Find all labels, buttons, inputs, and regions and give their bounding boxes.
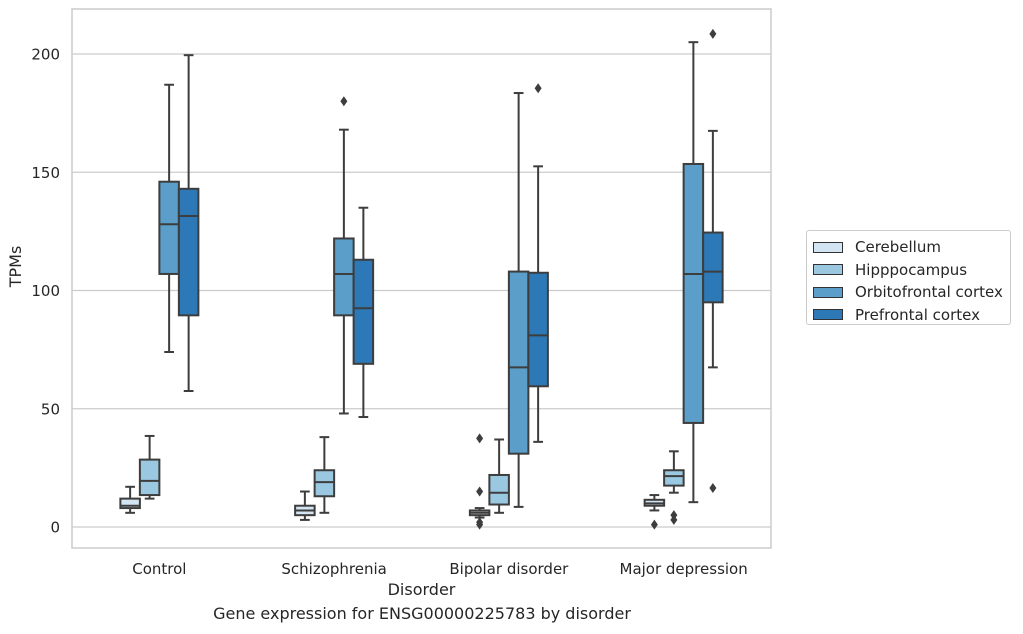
box-layer [119,28,724,530]
box-orbitofrontal-cortex [507,92,530,508]
box-iqr [488,473,510,506]
y-tick-label: 200 [31,46,60,64]
legend-swatch [813,286,843,298]
box-hipppocampus [313,436,336,514]
outlier-point [340,96,348,107]
box-iqr [507,270,530,455]
plot-area [71,8,772,549]
box-orbitofrontal-cortex [333,96,355,415]
legend-label: Prefrontal cortex [855,305,980,324]
box-hipppocampus [488,438,510,514]
box-hipppocampus [138,434,161,500]
box-iqr [682,162,705,424]
box-orbitofrontal-cortex [682,41,705,504]
tick-labels: 0 50 100 150 200 Control Schizophrenia Bipolar … [31,46,747,579]
box-iqr [333,237,355,317]
box-hipppocampus [663,450,685,525]
y-tick-label: 150 [31,164,60,182]
box-cerebellum [468,433,491,530]
box-orbitofrontal-cortex [158,83,180,353]
outlier-point [476,486,484,497]
x-tick-label: Major depression [620,560,748,578]
box-prefrontal-cortex [352,206,375,419]
y-axis-label: TPMs [6,246,25,289]
box-iqr [119,497,141,510]
outlier-point [709,482,717,493]
outlier-point [670,514,678,525]
x-tick-label: Bipolar disorder [449,560,569,578]
box-prefrontal-cortex [527,83,549,443]
box-iqr [663,469,685,487]
outlier-point [650,519,658,530]
legend-swatch [813,309,843,321]
legend-item-prefrontal-cortex: Prefrontal cortex [813,304,1010,327]
legend: Cerebellum Hipppocampus Orbitofrontal co… [806,230,1011,325]
legend-swatch [813,241,843,253]
x-tick-label: Control [132,560,186,578]
x-tick-label: Schizophrenia [281,560,386,578]
box-iqr [352,258,375,365]
box-cerebellum [119,485,141,514]
outlier-point [476,519,484,530]
box-iqr [158,180,180,275]
y-tick-label: 100 [31,282,60,300]
legend-item-cerebellum: Cerebellum [813,236,1010,259]
legend-label: Hipppocampus [855,260,968,279]
x-axis-label: Disorder [388,580,456,599]
legend-swatch [813,264,843,276]
box-iqr [702,231,724,304]
box-iqr [313,469,336,498]
outlier-point [709,28,717,39]
box-iqr [138,458,161,497]
y-tick-label: 0 [50,519,60,537]
legend-label: Cerebellum [855,238,941,257]
y-tick-label: 50 [41,400,60,418]
outlier-point [534,83,542,94]
legend-label: Orbitofrontal cortex [855,283,1003,302]
box-prefrontal-cortex [177,54,200,393]
box-cerebellum [294,490,316,521]
chart-caption: Gene expression for ENSG00000225783 by d… [213,604,631,623]
outlier-point [476,433,484,444]
box-prefrontal-cortex [702,28,724,493]
box-cerebellum [643,494,666,530]
legend-item-hippocampus: Hipppocampus [813,259,1010,282]
legend-item-orbitofrontal-cortex: Orbitofrontal cortex [813,281,1010,304]
box-iqr [177,187,200,317]
box-iqr [527,271,549,388]
